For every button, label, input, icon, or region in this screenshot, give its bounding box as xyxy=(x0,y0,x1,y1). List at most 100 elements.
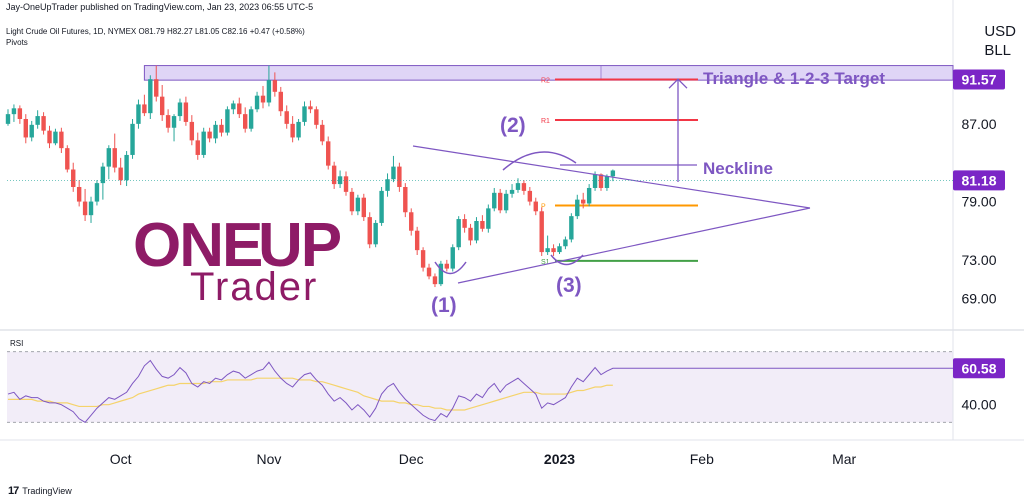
candle-body xyxy=(326,141,331,166)
candle-body xyxy=(29,124,34,138)
candle-body xyxy=(331,165,337,185)
candle-body xyxy=(509,189,515,194)
candle-body xyxy=(551,248,556,253)
candle-body xyxy=(575,199,580,217)
candle-body xyxy=(367,217,372,245)
candle-body xyxy=(503,193,509,211)
time-tick-label: 2023 xyxy=(544,451,575,467)
candle-body xyxy=(88,201,94,216)
candle-body xyxy=(397,166,402,187)
pivot-label-s1: S1 xyxy=(541,259,550,266)
candle-body xyxy=(420,250,426,268)
candle-body xyxy=(497,192,503,211)
candle-body xyxy=(480,221,485,229)
candle-body xyxy=(569,216,574,240)
candle-body xyxy=(385,179,390,191)
current-price-label: 81.18 xyxy=(961,172,996,188)
candle-body xyxy=(82,201,88,216)
pivot-label-r2: R2 xyxy=(541,77,550,84)
candle-body xyxy=(189,121,195,141)
currency-unit: USD BLL xyxy=(984,22,1016,60)
candle-body xyxy=(545,248,550,253)
candle-body xyxy=(171,116,177,128)
candle-body xyxy=(53,131,58,144)
candle-body xyxy=(195,140,200,155)
rsi-pane: 60.58 40.00 xyxy=(7,351,1005,423)
logo-trader: Trader xyxy=(190,265,318,309)
candle-body xyxy=(486,208,491,229)
rsi-value-tag xyxy=(953,358,1005,379)
candle-body xyxy=(474,221,479,241)
candle-body xyxy=(183,102,189,122)
candle-body xyxy=(302,106,307,122)
current-price-tag xyxy=(953,170,1005,191)
logo-up: UP xyxy=(258,211,341,280)
candle-body xyxy=(106,148,112,167)
candle-body xyxy=(118,167,123,181)
logo-one: ONE xyxy=(133,211,261,280)
candle-body xyxy=(515,183,521,190)
candle-body xyxy=(76,187,82,202)
arc-point-1 xyxy=(434,261,467,275)
candle-body xyxy=(154,79,159,97)
arc-point-2 xyxy=(502,151,577,171)
point-2-label: (2) xyxy=(500,114,526,137)
candle-body xyxy=(17,108,23,119)
tradingview-footer[interactable]: 17 TradingView xyxy=(8,485,72,497)
point-3-label: (3) xyxy=(556,274,582,297)
candle-body xyxy=(379,190,384,223)
candle-body xyxy=(373,222,378,245)
candle-body xyxy=(314,109,319,125)
candle-body xyxy=(94,183,100,202)
rsi-line xyxy=(7,359,953,423)
triangle-lower-line xyxy=(457,207,811,284)
candle-body xyxy=(557,246,562,253)
candle-body xyxy=(159,96,165,116)
currency-line1: USD xyxy=(984,23,1016,40)
time-tick-label: Dec xyxy=(399,451,424,467)
price-tick-label: 69.00 xyxy=(961,291,996,307)
candle-body xyxy=(355,197,361,212)
candle-body xyxy=(177,102,183,117)
candle-body xyxy=(71,169,76,187)
rsi-ma-line xyxy=(8,377,613,411)
candle-body xyxy=(148,79,153,114)
candle-body xyxy=(231,103,236,110)
candle-body xyxy=(462,219,467,228)
candle-body xyxy=(533,201,538,212)
pivots-indicator-label: Pivots xyxy=(6,38,28,47)
candle-body xyxy=(592,174,598,188)
candle-body xyxy=(266,80,272,103)
candle-body xyxy=(136,104,141,124)
target-label: Triangle & 1-2-3 Target xyxy=(703,69,885,88)
price-pane xyxy=(7,51,953,323)
candle-body xyxy=(284,111,289,124)
candle-body xyxy=(35,116,40,125)
candle-body xyxy=(403,187,408,213)
candle-body xyxy=(278,91,283,112)
time-tick-label: Nov xyxy=(256,451,281,467)
currency-line2: BLL xyxy=(984,42,1012,59)
candle-body xyxy=(361,197,366,218)
candle-body xyxy=(563,239,568,247)
candle-body xyxy=(165,115,171,128)
candlesticks xyxy=(5,65,616,288)
oneuptrader-logo: ONE UP Trader xyxy=(133,211,343,309)
candle-body xyxy=(308,106,313,110)
triangle-upper-line xyxy=(412,145,811,209)
time-tick-label: Feb xyxy=(690,451,714,467)
tradingview-logo-icon: 17 xyxy=(8,485,19,497)
candle-body xyxy=(41,116,46,131)
pattern-drawings xyxy=(412,78,811,284)
candle-body xyxy=(527,190,533,202)
candle-body xyxy=(610,170,616,177)
candle-body xyxy=(201,131,206,155)
candle-body xyxy=(225,109,230,133)
candle-body xyxy=(468,227,473,241)
candle-body xyxy=(598,174,604,188)
candle-body xyxy=(438,263,444,285)
rsi-tick-label: 40.00 xyxy=(961,397,996,413)
candle-body xyxy=(290,123,295,138)
candle-body xyxy=(581,199,586,204)
